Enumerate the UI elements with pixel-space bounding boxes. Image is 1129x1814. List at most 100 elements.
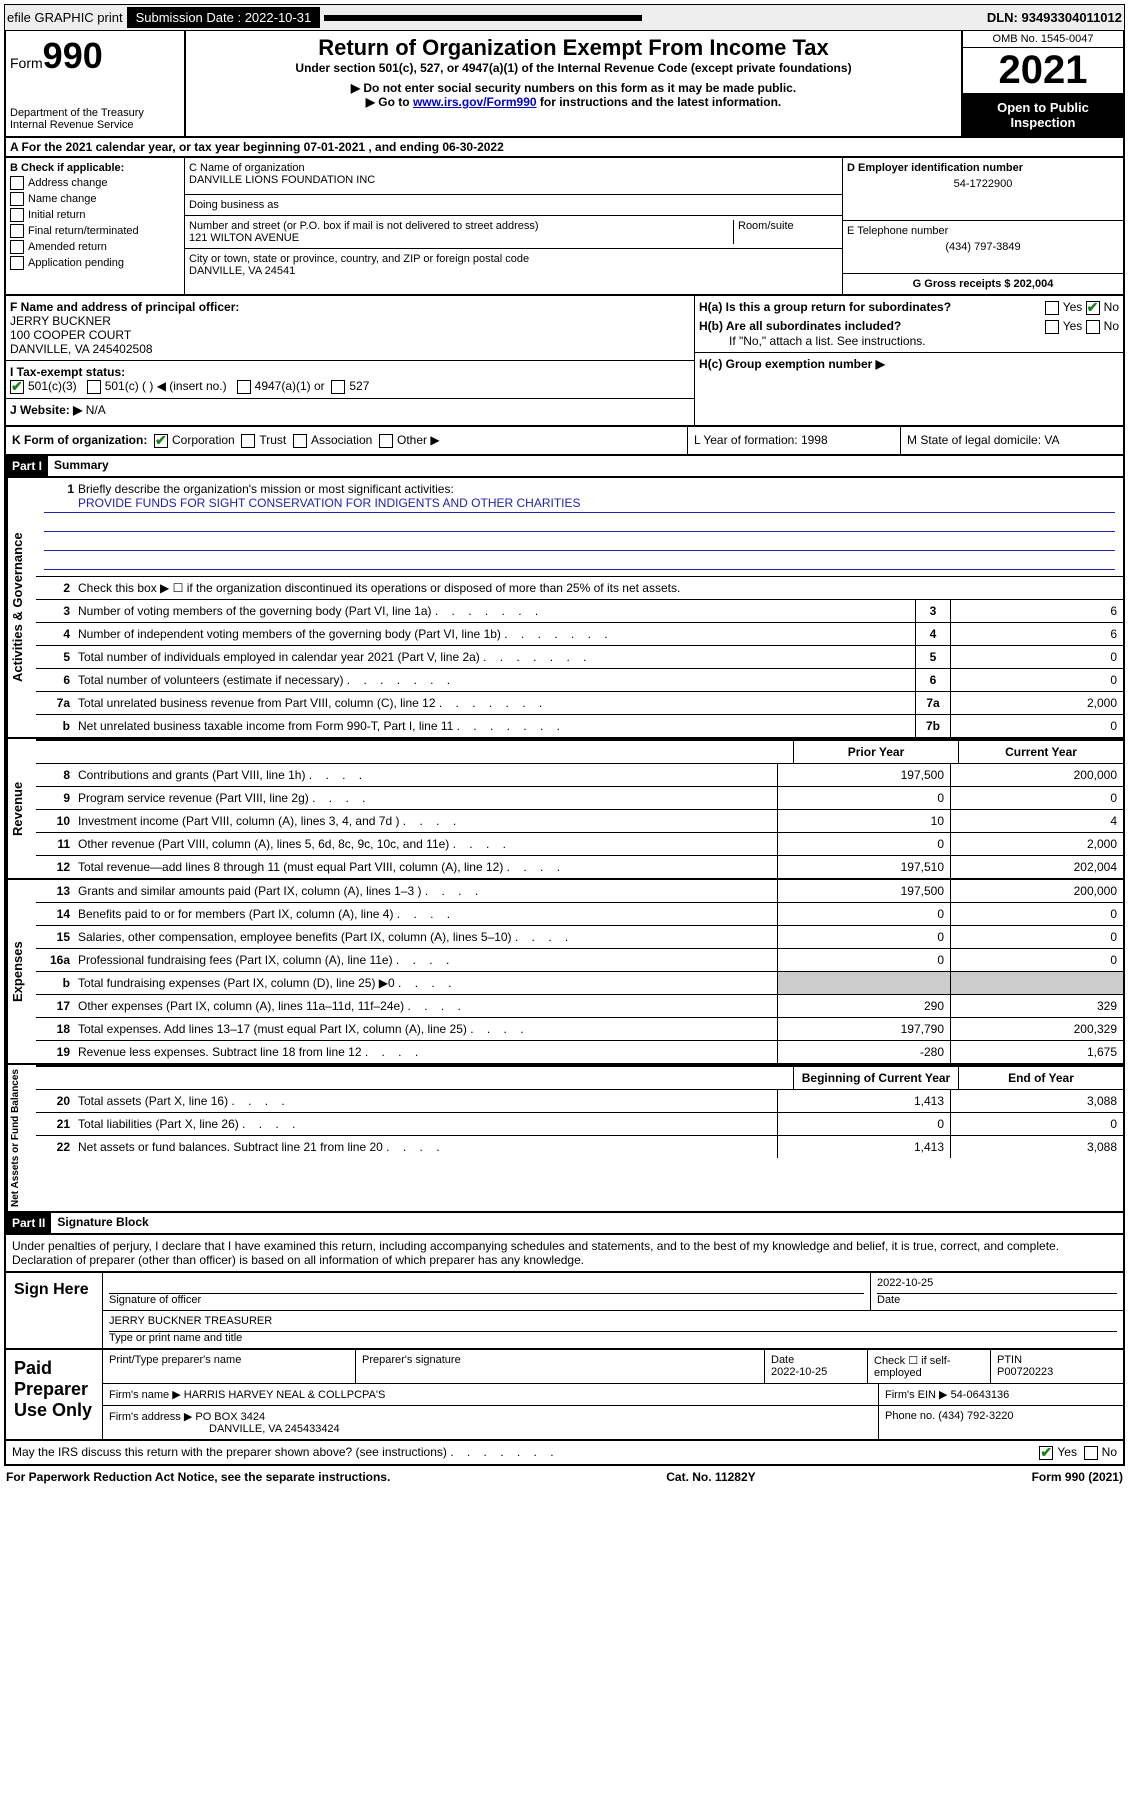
mission-blank1 xyxy=(44,515,1115,532)
may-no[interactable] xyxy=(1084,1446,1098,1460)
part1-header-row: Part I Summary xyxy=(4,456,1125,478)
city-label: City or town, state or province, country… xyxy=(189,253,838,265)
f-name: JERRY BUCKNER xyxy=(10,314,690,328)
paid-preparer-label: Paid Preparer Use Only xyxy=(6,1350,103,1439)
year-label: 2021 xyxy=(963,48,1123,94)
may-irs: May the IRS discuss this return with the… xyxy=(12,1445,1039,1459)
vlabel-expenses: Expenses xyxy=(6,880,36,1063)
row-k: K Form of organization: Corporation Trus… xyxy=(4,427,1125,456)
chk-527[interactable] xyxy=(331,380,345,394)
form-990-label: Form990 xyxy=(10,35,180,77)
form-header: Form990 Department of the Treasury Inter… xyxy=(4,31,1125,138)
prep-check: Check ☐ if self-employed xyxy=(868,1350,991,1383)
dba-label: Doing business as xyxy=(189,199,838,211)
irs-label: Internal Revenue Service xyxy=(10,119,180,131)
form-title: Return of Organization Exempt From Incom… xyxy=(190,35,957,61)
rev-line: 11Other revenue (Part VIII, column (A), … xyxy=(36,832,1123,855)
chk-other[interactable] xyxy=(379,434,393,448)
street-label: Number and street (or P.O. box if mail i… xyxy=(189,220,733,232)
top-bar: efile GRAPHIC print Submission Date : 20… xyxy=(4,4,1125,31)
netassets-section: Net Assets or Fund Balances Beginning of… xyxy=(4,1065,1125,1213)
q2-text: Check this box ▶ ☐ if the organization d… xyxy=(74,579,1123,597)
dln-label: DLN: 93493304011012 xyxy=(987,10,1122,25)
sig-date-label: Date xyxy=(877,1294,1117,1306)
chk-pending[interactable] xyxy=(10,256,24,270)
hb-yes[interactable] xyxy=(1045,320,1059,334)
chk-address[interactable] xyxy=(10,176,24,190)
dept-label: Department of the Treasury xyxy=(10,107,180,119)
ha-yes[interactable] xyxy=(1045,301,1059,315)
part2-header: Part II xyxy=(6,1213,51,1233)
paperwork: For Paperwork Reduction Act Notice, see … xyxy=(6,1470,390,1484)
street-value: 121 WILTON AVENUE xyxy=(189,232,733,244)
chk-name[interactable] xyxy=(10,192,24,206)
col-current: Current Year xyxy=(958,741,1123,763)
net-line: 20Total assets (Part X, line 16)1,4133,0… xyxy=(36,1089,1123,1112)
hc-label: H(c) Group exemption number ▶ xyxy=(699,357,885,371)
j-label: J Website: ▶ xyxy=(10,403,82,417)
part2-title: Signature Block xyxy=(51,1213,154,1233)
sig-name-label: Type or print name and title xyxy=(109,1332,1117,1344)
city-value: DANVILLE, VA 24541 xyxy=(189,265,838,277)
chk-final[interactable] xyxy=(10,224,24,238)
form-subtitle: Under section 501(c), 527, or 4947(a)(1)… xyxy=(190,61,957,75)
f-label: F Name and address of principal officer: xyxy=(10,300,690,314)
exp-line: 19Revenue less expenses. Subtract line 1… xyxy=(36,1040,1123,1063)
chk-501c[interactable] xyxy=(87,380,101,394)
chk-amended[interactable] xyxy=(10,240,24,254)
expenses-section: Expenses 13Grants and similar amounts pa… xyxy=(4,880,1125,1065)
i-label: I Tax-exempt status: xyxy=(10,365,125,379)
chk-trust[interactable] xyxy=(241,434,255,448)
col-prior: Prior Year xyxy=(793,741,958,763)
d-label: D Employer identification number xyxy=(847,162,1119,174)
exp-line: bTotal fundraising expenses (Part IX, co… xyxy=(36,971,1123,994)
rev-line: 12Total revenue—add lines 8 through 11 (… xyxy=(36,855,1123,878)
chk-corp[interactable] xyxy=(154,434,168,448)
chk-4947[interactable] xyxy=(237,380,251,394)
mission-blank2 xyxy=(44,534,1115,551)
revenue-section: Revenue Prior Year Current Year 8Contrib… xyxy=(4,739,1125,880)
blank-button[interactable] xyxy=(324,15,642,21)
sig-officer-label: Signature of officer xyxy=(109,1294,864,1306)
bottom-row: For Paperwork Reduction Act Notice, see … xyxy=(4,1466,1125,1488)
vlabel-netassets: Net Assets or Fund Balances xyxy=(6,1065,36,1211)
room-label: Room/suite xyxy=(733,220,838,244)
exp-line: 14Benefits paid to or for members (Part … xyxy=(36,902,1123,925)
net-line: 21Total liabilities (Part X, line 26)00 xyxy=(36,1112,1123,1135)
vlabel-revenue: Revenue xyxy=(6,739,36,878)
hb-note: If "No," attach a list. See instructions… xyxy=(699,334,1119,348)
chk-501c3[interactable] xyxy=(10,380,24,394)
irs-link[interactable]: www.irs.gov/Form990 xyxy=(413,95,537,109)
e-value: (434) 797-3849 xyxy=(847,241,1119,253)
c-name-label: C Name of organization xyxy=(189,162,838,174)
j-value: N/A xyxy=(86,403,106,417)
section-f: F Name and address of principal officer:… xyxy=(4,296,1125,427)
chk-initial[interactable] xyxy=(10,208,24,222)
d-value: 54-1722900 xyxy=(847,178,1119,190)
prep-sig-label: Preparer's signature xyxy=(356,1350,765,1383)
declaration: Under penalties of perjury, I declare th… xyxy=(6,1235,1123,1271)
ha-no[interactable] xyxy=(1086,301,1100,315)
submission-date-button[interactable]: Submission Date : 2022-10-31 xyxy=(127,7,321,28)
may-irs-row: May the IRS discuss this return with the… xyxy=(4,1441,1125,1466)
gov-line: 6Total number of volunteers (estimate if… xyxy=(36,668,1123,691)
ha-label: H(a) Is this a group return for subordin… xyxy=(699,300,951,314)
hb-no[interactable] xyxy=(1086,320,1100,334)
part1-header: Part I xyxy=(6,456,48,476)
rev-line: 9Program service revenue (Part VIII, lin… xyxy=(36,786,1123,809)
may-yes[interactable] xyxy=(1039,1446,1053,1460)
sign-here-label: Sign Here xyxy=(6,1273,103,1348)
rev-line: 8Contributions and grants (Part VIII, li… xyxy=(36,763,1123,786)
exp-line: 15Salaries, other compensation, employee… xyxy=(36,925,1123,948)
chk-assoc[interactable] xyxy=(293,434,307,448)
gov-line: 3Number of voting members of the governi… xyxy=(36,599,1123,622)
mission-text: PROVIDE FUNDS FOR SIGHT CONSERVATION FOR… xyxy=(44,496,1115,513)
l-label: L Year of formation: 1998 xyxy=(687,427,900,454)
gov-line: 4Number of independent voting members of… xyxy=(36,622,1123,645)
g-label: G Gross receipts $ 202,004 xyxy=(847,278,1119,290)
gov-line: bNet unrelated business taxable income f… xyxy=(36,714,1123,737)
prep-name-label: Print/Type preparer's name xyxy=(103,1350,356,1383)
exp-line: 18Total expenses. Add lines 13–17 (must … xyxy=(36,1017,1123,1040)
rev-line: 10Investment income (Part VIII, column (… xyxy=(36,809,1123,832)
net-line: 22Net assets or fund balances. Subtract … xyxy=(36,1135,1123,1158)
